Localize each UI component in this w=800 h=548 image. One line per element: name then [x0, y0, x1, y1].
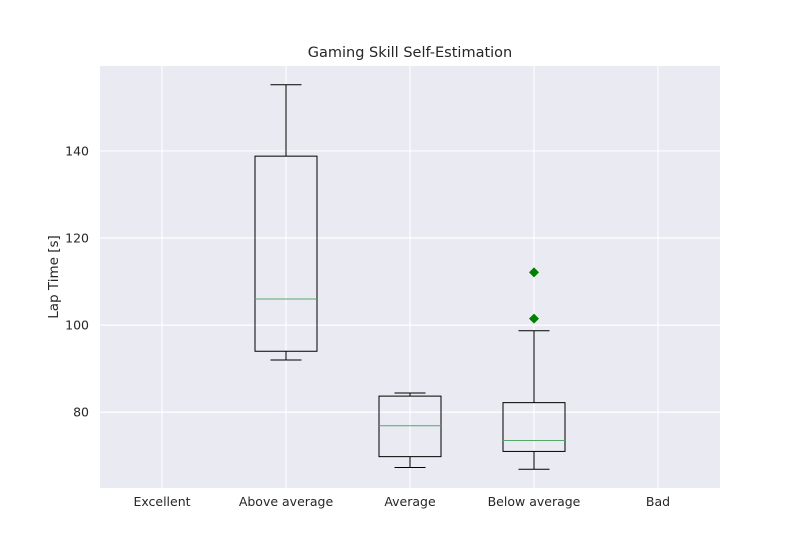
- grid-lines: [100, 66, 720, 488]
- y-tick-label: 80: [73, 405, 89, 420]
- y-tick-label: 140: [65, 143, 89, 158]
- box-group: [502, 267, 566, 470]
- y-axis-label: Lap Time [s]: [46, 235, 62, 319]
- outlier-point: [529, 313, 539, 324]
- chart-title: Gaming Skill Self-Estimation: [308, 45, 513, 61]
- iqr-box: [502, 402, 566, 452]
- box-plots: [254, 84, 566, 470]
- x-tick-label: Average: [384, 494, 436, 509]
- x-tick-label: Below average: [488, 494, 581, 509]
- x-tick-label: Bad: [646, 494, 670, 509]
- tick-labels: Excellent Above average Average Below avera…: [65, 143, 670, 509]
- box-group: [254, 84, 318, 361]
- iqr-box: [254, 155, 318, 352]
- x-tick-label: Excellent: [133, 494, 190, 509]
- y-tick-label: 120: [65, 231, 89, 246]
- y-tick-label: 100: [65, 318, 89, 333]
- x-tick-label: Above average: [239, 494, 334, 509]
- iqr-box: [378, 395, 442, 458]
- box-group: [378, 392, 442, 469]
- outlier-point: [529, 267, 539, 278]
